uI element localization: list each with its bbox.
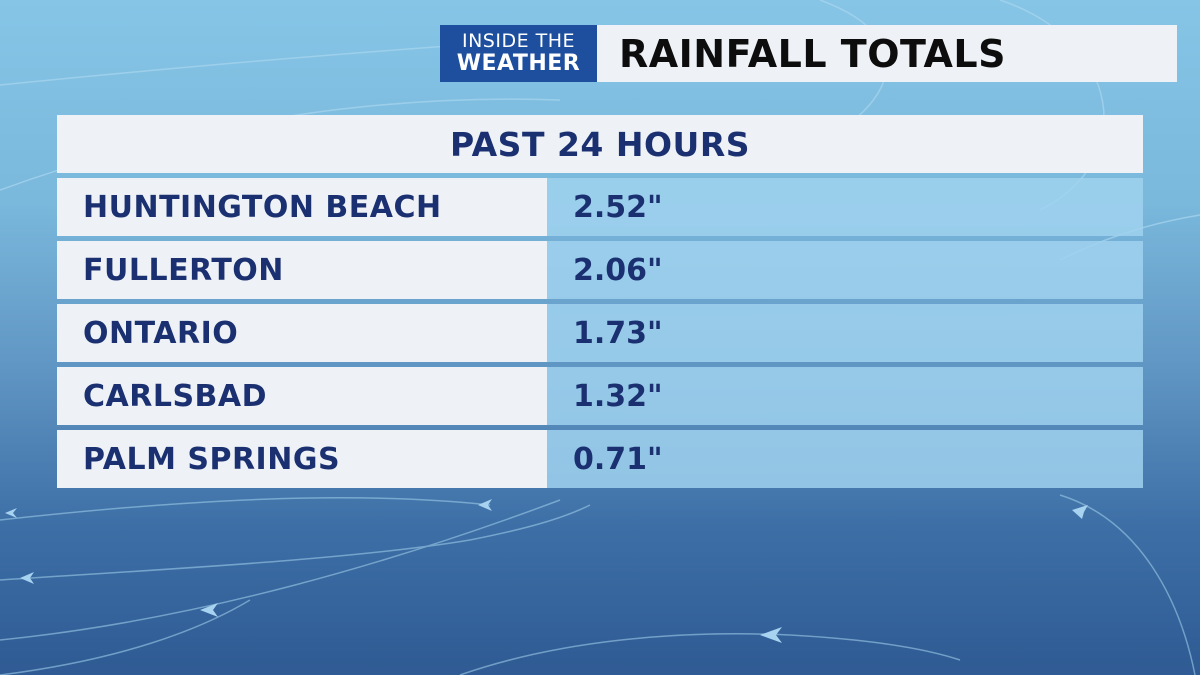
location-name: PALM SPRINGS [57, 430, 547, 488]
rainfall-table: PAST 24 HOURS HUNTINGTON BEACH 2.52" FUL… [57, 115, 1143, 488]
table-row: PALM SPRINGS 0.71" [57, 430, 1143, 488]
location-name: CARLSBAD [57, 367, 547, 425]
rainfall-value: 2.06" [547, 241, 1143, 299]
logo-line1: INSIDE THE [461, 30, 576, 52]
table-row: FULLERTON 2.06" [57, 241, 1143, 299]
rainfall-value: 0.71" [547, 430, 1143, 488]
rainfall-value: 2.52" [547, 178, 1143, 236]
location-name: FULLERTON [57, 241, 547, 299]
location-name: HUNTINGTON BEACH [57, 178, 547, 236]
inside-the-weather-logo: INSIDE THE WEATHER [440, 25, 597, 82]
table-subtitle: PAST 24 HOURS [57, 115, 1143, 173]
logo-line2: WEATHER [456, 51, 581, 76]
table-row: HUNTINGTON BEACH 2.52" [57, 178, 1143, 236]
table-row: ONTARIO 1.73" [57, 304, 1143, 362]
rainfall-value: 1.32" [547, 367, 1143, 425]
table-row: CARLSBAD 1.32" [57, 367, 1143, 425]
page-title: RAINFALL TOTALS [597, 25, 1177, 82]
header-bar: INSIDE THE WEATHER RAINFALL TOTALS [440, 25, 1177, 82]
rainfall-value: 1.73" [547, 304, 1143, 362]
location-name: ONTARIO [57, 304, 547, 362]
